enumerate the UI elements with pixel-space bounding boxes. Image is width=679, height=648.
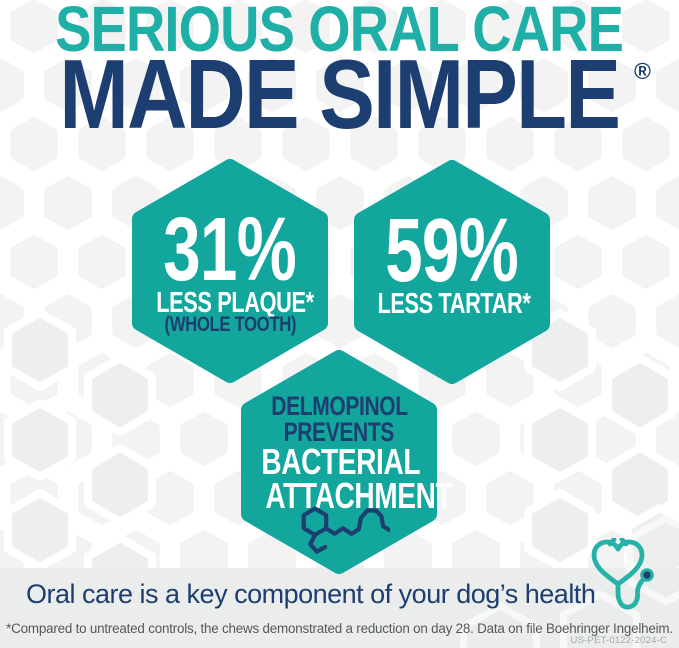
delmopinol-molecule-icon [301, 506, 390, 554]
background-hexagon [146, 117, 194, 171]
background-hexagon [44, 58, 92, 112]
background-hexagon [10, 117, 58, 171]
background-hexagon [656, 176, 679, 230]
stat-hexagon-plaque: 31% LESS PLAQUE* (WHOLE TOOTH) [130, 157, 330, 385]
delmopinol-line4: ATTACHMENT [265, 475, 453, 516]
stat-hexagon-tartar: 59% LESS TARTAR* [352, 158, 552, 386]
background-hexagon [418, 0, 466, 53]
stat-label: LESS PLAQUE* [156, 287, 314, 319]
background-hexagon [10, 0, 58, 53]
background-hexagon [622, 117, 670, 171]
delmopinol-line2: PREVENTS [283, 417, 395, 447]
background-hexagon [4, 399, 76, 481]
teal-hexagon-shape [132, 159, 328, 383]
stat-value: 59% [385, 201, 520, 301]
background-hexagon [486, 117, 534, 171]
background-hexagon [554, 117, 602, 171]
background-hexagon [486, 471, 534, 525]
background-hexagon [44, 176, 92, 230]
stat-value: 31% [163, 200, 298, 300]
background-hexagon [622, 235, 670, 289]
background-hexagon [0, 58, 24, 112]
background-hexagon [248, 58, 296, 112]
background-hexagon [316, 176, 364, 230]
background-hexagon [554, 235, 602, 289]
background-hexagon [78, 117, 126, 171]
background-hexagon [656, 294, 679, 348]
background-hexagon [384, 58, 432, 112]
background-hexagon [282, 0, 330, 53]
background-hexagon [214, 0, 262, 53]
background-hexagon [180, 58, 228, 112]
headline-line2: MADE SIMPLE [0, 45, 679, 143]
background-hexagon [78, 235, 126, 289]
background-hexagon [460, 602, 540, 648]
headline-line1: SERIOUS ORAL CARE [0, 0, 679, 61]
background-hexagon [282, 117, 330, 171]
background-hexagon [350, 0, 398, 53]
background-hexagon [554, 0, 602, 53]
background-hexagon [84, 444, 156, 526]
background-hexagon [524, 399, 596, 481]
stat-hexagon-delmopinol: DELMOPINOL PREVENTS BACTERIAL ATTACHMENT [239, 348, 453, 576]
footnote: *Compared to untreated controls, the che… [6, 621, 673, 636]
background-hexagon [524, 489, 596, 571]
reference-code: US-PET-0122-2024-C [570, 635, 667, 646]
tagline: Oral care is a key component of your dog… [26, 579, 596, 609]
background-hexagon [180, 412, 228, 466]
background-hexagon [10, 235, 58, 289]
background-hexagon [588, 58, 636, 112]
background-hexagon [84, 354, 156, 436]
background-hexagon [78, 0, 126, 53]
teal-hexagon-shape [241, 350, 437, 574]
background-hexagon [588, 176, 636, 230]
headline-line1-text: SERIOUS ORAL CARE [55, 0, 625, 65]
background-hexagon [626, 514, 679, 606]
background-hexagon [4, 309, 76, 391]
teal-hexagon-shape [354, 160, 550, 384]
headline-line2-text: MADE SIMPLE [59, 39, 622, 149]
delmopinol-line3: BACTERIAL [261, 441, 421, 482]
background-hexagon [146, 353, 194, 407]
background-hexagon [4, 489, 76, 571]
background-hexagon [112, 58, 160, 112]
stat-sublabel: (WHOLE TOOTH) [164, 312, 296, 336]
registered-trademark-symbol: ® [634, 58, 651, 84]
background-hexagon [146, 0, 194, 53]
background-hexagon [656, 58, 679, 112]
background-hexagon [656, 412, 679, 466]
background-hexagon [622, 0, 670, 53]
delmopinol-line1: DELMOPINOL [270, 391, 408, 421]
background-hexagon [560, 590, 640, 648]
heart-stethoscope-icon [591, 538, 654, 610]
background-hexagon [452, 58, 500, 112]
background-hexagon [452, 412, 500, 466]
background-hexagon [486, 0, 534, 53]
background-hexagon [0, 176, 24, 230]
background-hexagon [316, 58, 364, 112]
stat-label: LESS TARTAR* [377, 288, 531, 320]
background-hexagon [350, 117, 398, 171]
background-hexagon [520, 58, 568, 112]
background-hexagon [604, 354, 676, 436]
background-hexagon [588, 294, 636, 348]
